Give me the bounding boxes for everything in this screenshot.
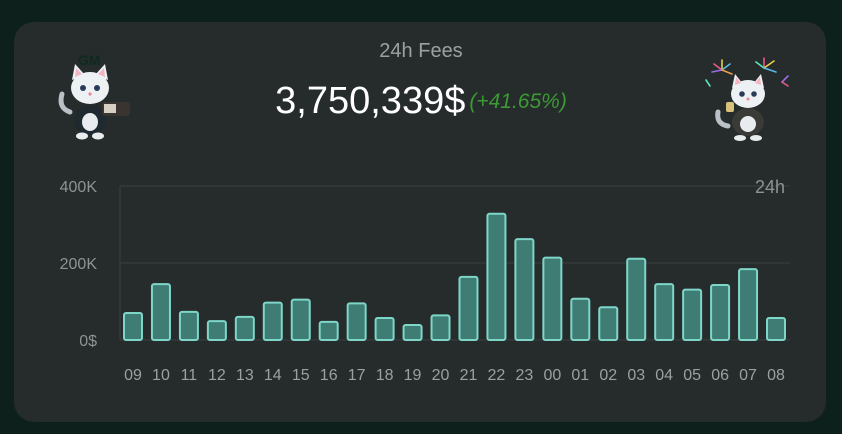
bar-09[interactable] (123, 312, 143, 341)
bar-02[interactable] (598, 306, 619, 341)
total-fees-value: 3,750,339$ (275, 80, 466, 122)
x-tick-label: 04 (655, 367, 673, 384)
chart-title: 24h Fees (379, 40, 463, 62)
x-tick-label: 19 (404, 367, 422, 384)
x-tick-label: 07 (739, 367, 757, 384)
x-tick-label: 14 (264, 367, 282, 384)
x-tick-label: 06 (711, 367, 729, 384)
bar-06[interactable] (710, 283, 731, 342)
bar-22[interactable] (486, 212, 507, 341)
fees-card (14, 22, 826, 422)
x-tick-label: 21 (460, 367, 478, 384)
bar-18[interactable] (374, 317, 395, 341)
x-tick-label: 00 (543, 367, 561, 384)
x-tick-label: 22 (488, 367, 506, 384)
bar-20[interactable] (430, 314, 451, 341)
bar-15[interactable] (290, 298, 311, 342)
bar-21[interactable] (458, 275, 479, 341)
x-tick-label: 09 (124, 367, 142, 384)
total-row: 3,750,339$ (+41.65%) (0, 80, 842, 123)
x-tick-label: 08 (767, 367, 785, 384)
x-tick-label: 02 (599, 367, 617, 384)
x-tick-label: 20 (432, 367, 450, 384)
bar-03[interactable] (626, 257, 647, 342)
y-tick-label: 200K (60, 256, 98, 273)
x-tick-label: 23 (515, 367, 533, 384)
x-tick-label: 01 (571, 367, 589, 384)
y-axis-ticks: 0$ 200K 400K (60, 179, 98, 350)
x-tick-label: 18 (376, 367, 394, 384)
bar-11[interactable] (178, 310, 199, 341)
bar-16[interactable] (318, 320, 339, 341)
cat-mascot-gm-icon: GM (58, 52, 130, 140)
y-tick-label: 400K (60, 179, 98, 196)
bar-00[interactable] (542, 256, 563, 341)
bar-17[interactable] (346, 302, 367, 341)
bar-07[interactable] (738, 268, 759, 341)
y-tick-label: 0$ (79, 333, 97, 350)
bar-23[interactable] (514, 238, 535, 342)
bar-08[interactable] (766, 317, 786, 341)
x-tick-label: 03 (627, 367, 645, 384)
range-label: 24h (755, 177, 785, 197)
x-tick-label: 05 (683, 367, 701, 384)
bar-10[interactable] (150, 283, 171, 341)
grid-lines (119, 185, 790, 341)
bar-04[interactable] (654, 283, 675, 341)
cat-mascot-fireworks-icon (705, 57, 789, 141)
x-tick-label: 10 (152, 367, 170, 384)
bar-05[interactable] (682, 288, 703, 342)
x-tick-label: 12 (208, 367, 226, 384)
x-tick-label: 17 (348, 367, 366, 384)
x-tick-label: 15 (292, 367, 310, 384)
bar-14[interactable] (262, 301, 283, 341)
bar-12[interactable] (206, 320, 227, 342)
bar-01[interactable] (570, 297, 591, 341)
x-tick-label: 13 (236, 367, 254, 384)
x-tick-label: 11 (181, 367, 198, 384)
bar-19[interactable] (402, 323, 423, 341)
x-tick-label: 16 (320, 367, 338, 384)
bars (123, 212, 786, 342)
x-axis-labels: 09 10 11 12 13 14 15 16 17 18 19 20 21 22 23 00 01 02 03 04… (124, 367, 785, 384)
gm-badge: GM (78, 52, 101, 68)
change-percent: (+41.65%) (469, 89, 567, 113)
bar-13[interactable] (234, 315, 255, 341)
